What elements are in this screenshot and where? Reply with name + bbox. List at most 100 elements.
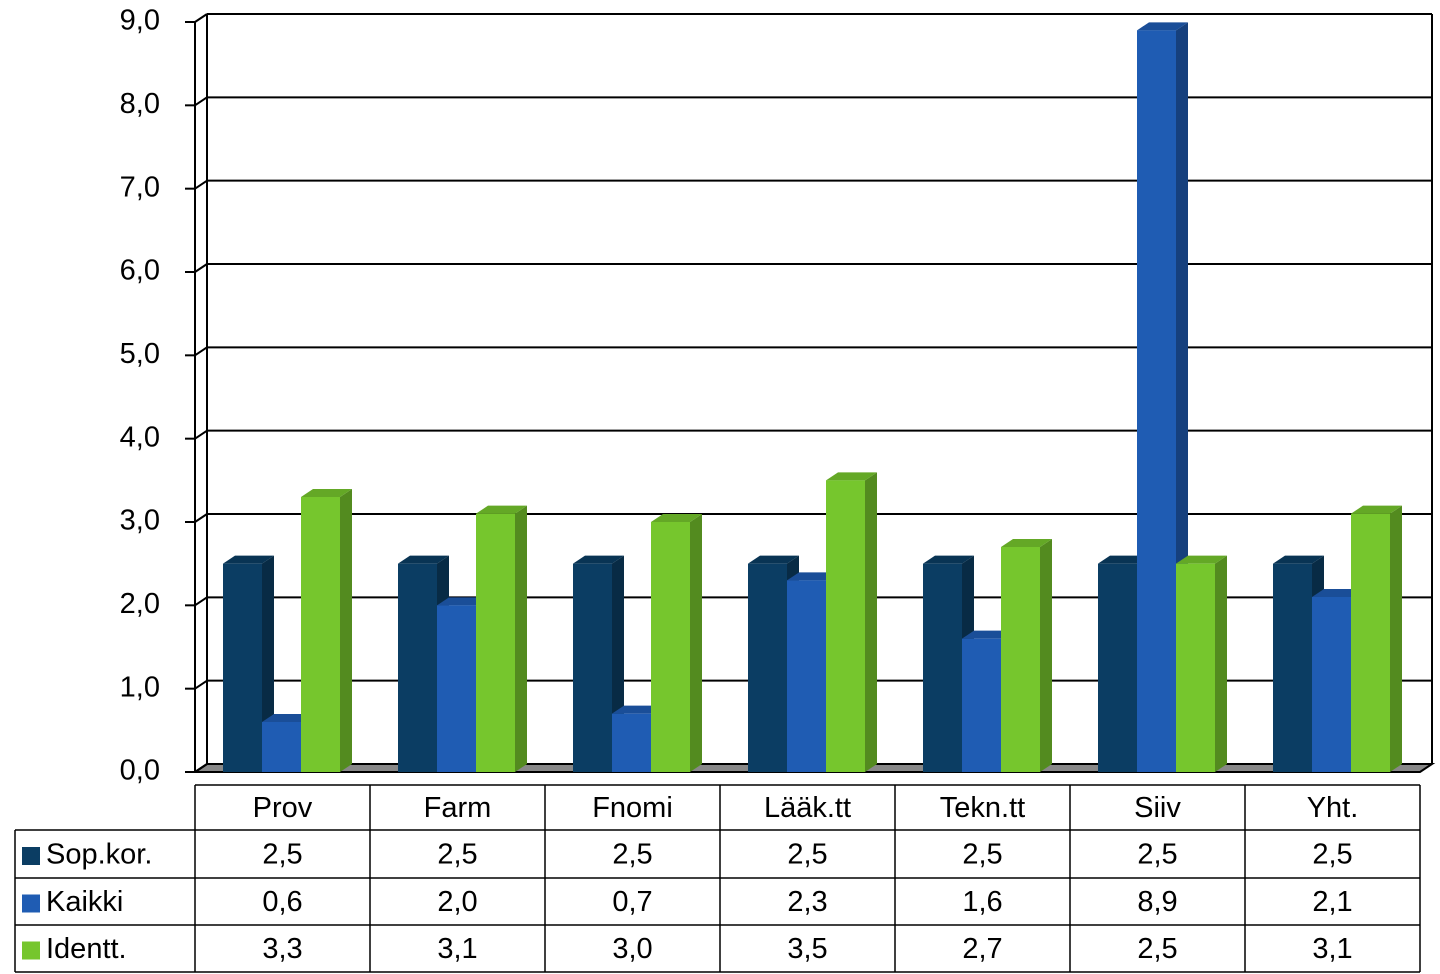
grid-diagonal	[194, 763, 208, 773]
bar	[1137, 30, 1176, 773]
bar	[437, 605, 476, 772]
bar-side	[1390, 505, 1402, 772]
grid-diagonal	[194, 513, 208, 523]
bar-side	[690, 514, 702, 772]
data-table-value: 2,0	[437, 886, 477, 918]
bar-top	[476, 505, 527, 514]
data-table-value: 3,1	[1312, 933, 1352, 965]
data-table-value: 8,9	[1137, 886, 1177, 918]
data-table-value: 2,5	[1137, 839, 1177, 871]
bar	[1351, 513, 1390, 772]
legend-swatch	[22, 941, 40, 960]
bar	[1098, 563, 1137, 772]
x-tick-label: Lääk.tt	[764, 792, 851, 824]
grid-diagonal	[194, 263, 208, 273]
bar-top	[1273, 555, 1324, 564]
bar-top	[1351, 505, 1402, 514]
bar-top	[962, 630, 1013, 639]
x-tick-label: Yht.	[1307, 792, 1359, 824]
y-tick-label: 1,0	[120, 671, 160, 703]
bar	[787, 580, 826, 772]
bar-top	[301, 489, 352, 497]
x-tick-label: Prov	[253, 792, 313, 824]
data-table-value: 2,5	[962, 839, 1002, 871]
bar-top	[787, 572, 838, 581]
bar	[573, 563, 612, 772]
bar-top	[1001, 539, 1052, 547]
legend-label: Kaikki	[46, 886, 123, 918]
x-tick-label: Farm	[424, 792, 492, 824]
y-tick-label: 0,0	[120, 755, 160, 787]
data-table-value: 2,5	[787, 839, 827, 871]
bar-side	[1040, 539, 1052, 772]
grid-diagonal	[194, 179, 208, 190]
legend-label: Identt.	[46, 933, 127, 965]
x-tick-label: Tekn.tt	[940, 792, 1025, 824]
grid-diagonal	[194, 596, 208, 607]
bar-top	[1137, 22, 1188, 31]
grid-diagonal	[194, 96, 208, 107]
bar	[923, 563, 962, 772]
bar	[1001, 547, 1040, 772]
y-tick-label: 5,0	[120, 338, 160, 370]
legend-label: Sop.kor.	[46, 839, 152, 871]
data-table-value: 2,5	[437, 839, 477, 871]
bar	[223, 563, 262, 772]
bar-side	[865, 472, 877, 772]
x-tick-label: Siiv	[1134, 792, 1181, 824]
bar	[301, 497, 340, 772]
bar	[651, 522, 690, 772]
bar	[1273, 563, 1312, 772]
data-table-value: 3,5	[787, 933, 827, 965]
bar-top	[612, 705, 663, 714]
data-table-value: 2,5	[1312, 839, 1352, 871]
data-table-value: 0,7	[612, 886, 652, 918]
grid-diagonal	[194, 429, 208, 440]
bar-top	[1098, 555, 1149, 564]
bar-top	[437, 597, 488, 606]
data-table-value: 3,3	[262, 933, 302, 965]
data-table-value: 2,1	[1312, 886, 1352, 918]
bar	[748, 563, 787, 772]
bar	[1176, 563, 1215, 772]
bar-top	[398, 555, 449, 564]
grid-diagonal	[194, 679, 208, 690]
bar	[826, 480, 865, 772]
data-table-value: 0,6	[262, 886, 302, 918]
data-table-value: 3,0	[612, 933, 652, 965]
data-table-value: 3,1	[437, 933, 477, 965]
bar-top	[1312, 589, 1363, 597]
bar-side	[340, 489, 352, 772]
y-tick-label: 9,0	[120, 5, 160, 37]
y-tick-label: 2,0	[120, 588, 160, 620]
y-tick-label: 3,0	[120, 505, 160, 537]
y-tick-label: 8,0	[120, 88, 160, 120]
bar-top	[573, 555, 624, 564]
bar	[262, 722, 301, 772]
bar-top	[223, 555, 274, 564]
bar	[1312, 597, 1351, 772]
grid-diagonal	[194, 346, 208, 357]
data-table-value: 2,7	[962, 933, 1002, 965]
bar	[476, 513, 515, 772]
bar-side	[1215, 555, 1227, 772]
bar-top	[651, 514, 702, 522]
bar-side	[515, 505, 527, 772]
y-tick-label: 7,0	[120, 171, 160, 203]
legend-swatch	[22, 894, 40, 913]
bar	[398, 563, 437, 772]
bar-top	[923, 555, 974, 564]
bar	[612, 713, 651, 772]
bar-top	[826, 472, 877, 481]
bar-top	[1176, 555, 1227, 564]
grid-diagonal	[194, 13, 208, 23]
data-table-value: 2,5	[612, 839, 652, 871]
y-tick-label: 4,0	[120, 421, 160, 453]
data-table-value: 2,5	[1137, 933, 1177, 965]
data-table-value: 2,5	[262, 839, 302, 871]
y-tick-label: 6,0	[120, 255, 160, 287]
legend-swatch	[22, 847, 40, 865]
data-table-value: 2,3	[787, 886, 827, 918]
